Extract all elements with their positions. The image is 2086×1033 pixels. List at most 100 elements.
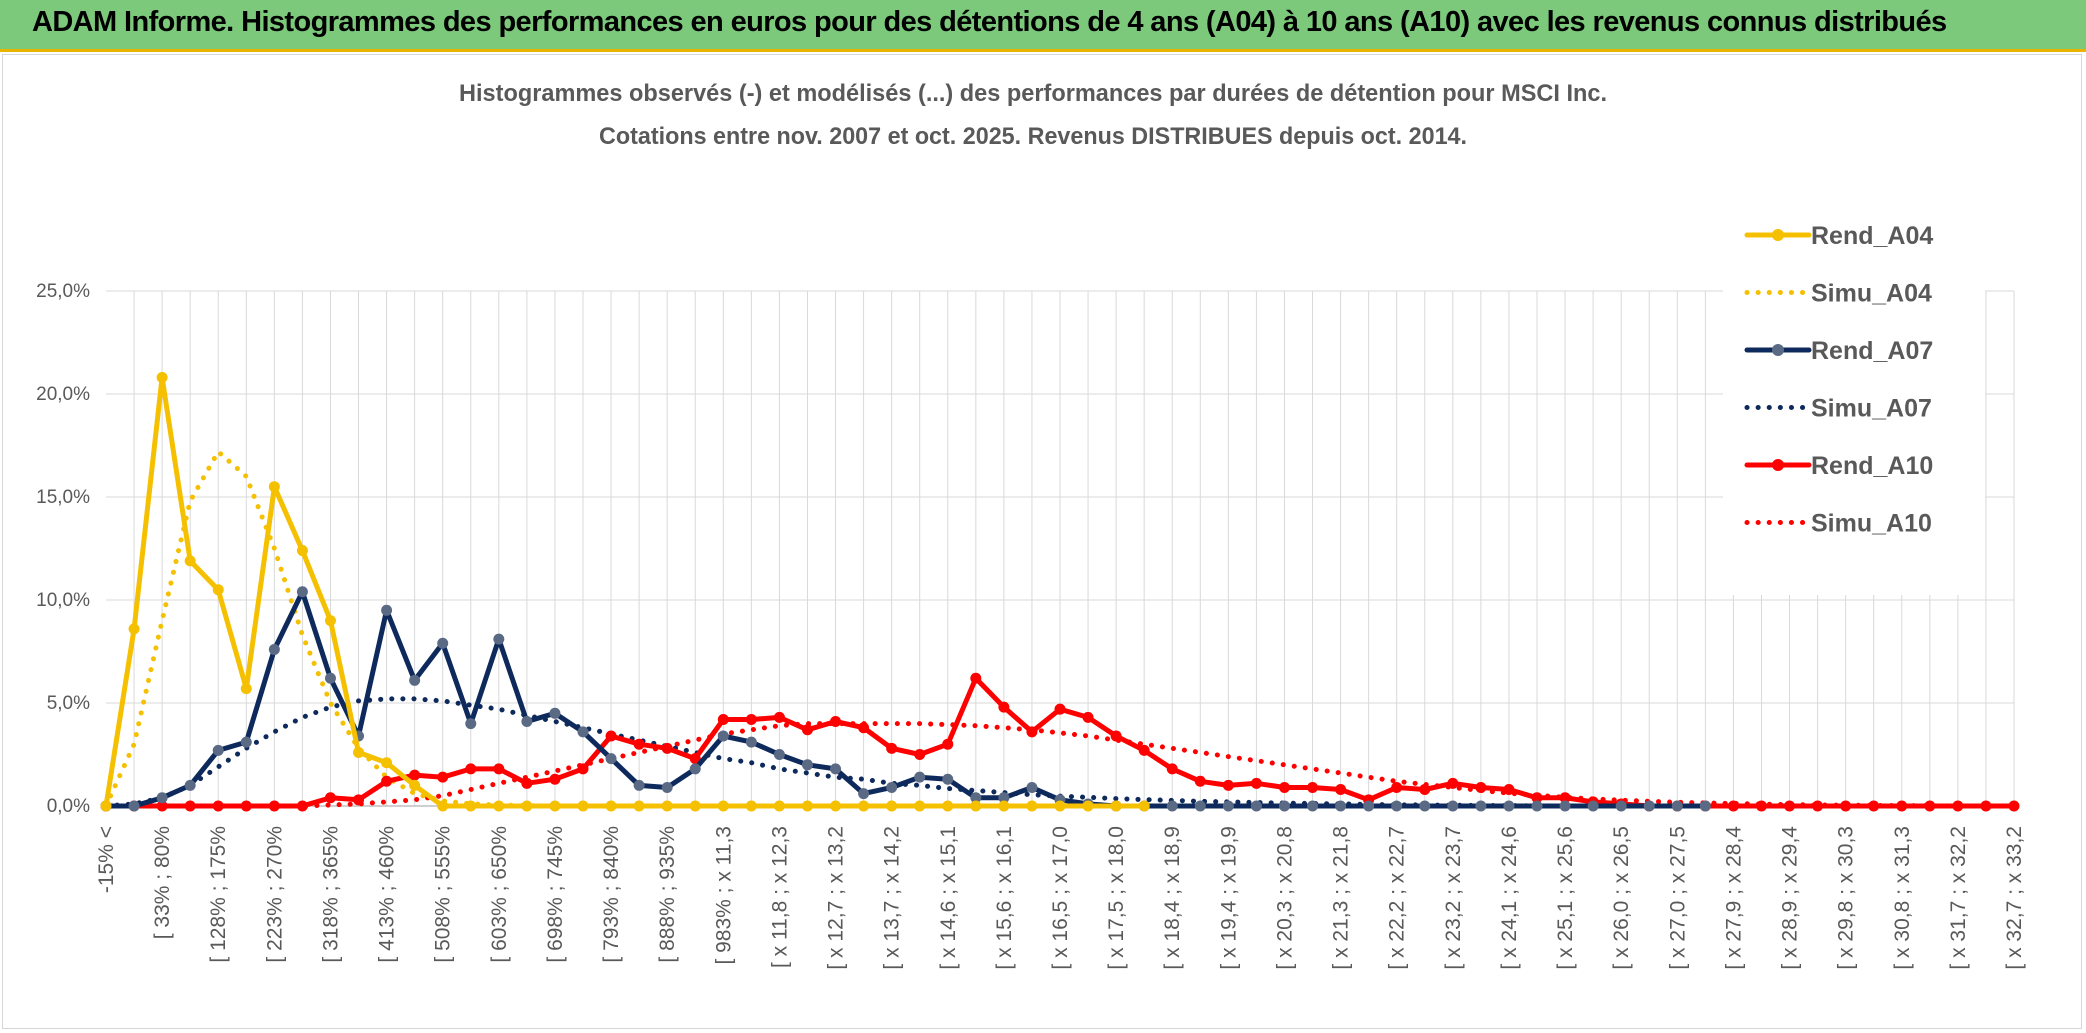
data-point	[1447, 777, 1459, 789]
legend-label: Rend_A10	[1811, 452, 1933, 480]
data-point	[240, 683, 252, 695]
chart-svg: Histogrammes observés (-) et modélisés (…	[36, 61, 2026, 970]
x-tick-label: [ x 26,0 ; x 26,5	[1610, 826, 1633, 970]
data-point	[661, 742, 673, 754]
data-point	[773, 800, 785, 812]
legend-label: Rend_A07	[1811, 337, 1933, 365]
data-point	[465, 763, 477, 775]
data-point	[1250, 800, 1262, 812]
data-point	[409, 769, 421, 781]
data-point	[549, 773, 561, 785]
data-point	[184, 779, 196, 791]
data-point	[745, 736, 757, 748]
data-point	[493, 763, 505, 775]
data-point	[1194, 800, 1206, 812]
data-point	[1138, 744, 1150, 756]
data-point	[1307, 781, 1319, 793]
data-point	[1026, 726, 1038, 738]
data-point	[1503, 784, 1515, 796]
data-point	[886, 742, 898, 754]
data-point	[717, 730, 729, 742]
data-point	[521, 800, 533, 812]
y-tick-label: 20,0%	[36, 384, 90, 405]
x-tick-label: [ x 20,3 ; x 20,8	[1273, 826, 1296, 970]
data-point	[914, 800, 926, 812]
legend-marker	[1772, 229, 1784, 241]
data-point	[1755, 800, 1767, 812]
data-point	[1194, 775, 1206, 787]
data-point	[437, 800, 449, 812]
data-point	[240, 800, 252, 812]
x-tick-label: [ x 28,9 ; x 29,4	[1779, 826, 1802, 970]
data-point	[324, 672, 336, 684]
x-tick-label: [ x 29,8 ; x 30,3	[1835, 826, 1858, 970]
data-point	[1278, 800, 1290, 812]
data-point	[1166, 800, 1178, 812]
data-point	[1363, 800, 1375, 812]
data-point	[1812, 800, 1824, 812]
data-point	[156, 800, 168, 812]
x-tick-label: [ x 21,3 ; x 21,8	[1330, 826, 1353, 970]
legend-marker	[1772, 459, 1784, 471]
data-point	[998, 792, 1010, 804]
x-tick-label: [ x 31,7 ; x 32,2	[1947, 826, 1970, 970]
data-point	[1026, 800, 1038, 812]
data-point	[773, 749, 785, 760]
data-point	[1082, 711, 1094, 723]
data-point	[324, 615, 336, 627]
data-point	[1615, 800, 1627, 812]
x-tick-label: -15% <	[95, 826, 118, 893]
chart-title: Histogrammes observés (-) et modélisés (…	[459, 80, 1607, 107]
x-tick-label: [ x 16,5 ; x 17,0	[1049, 826, 1072, 970]
data-point	[998, 701, 1010, 713]
data-point	[1307, 800, 1319, 812]
x-tick-label: [ x 24,1 ; x 24,6	[1498, 826, 1521, 970]
data-point	[1054, 703, 1066, 715]
data-point	[1391, 800, 1403, 812]
data-point	[633, 800, 645, 812]
x-tick-label: [ x 30,8 ; x 31,3	[1891, 826, 1914, 970]
x-tick-label: [ 223% ; 270%	[263, 826, 286, 963]
x-tick-label: [ x 27,9 ; x 28,4	[1722, 826, 1745, 970]
data-point	[1924, 800, 1936, 812]
data-point	[1531, 792, 1543, 804]
data-point	[998, 800, 1010, 812]
data-point	[1110, 730, 1122, 742]
data-point	[745, 713, 757, 725]
data-point	[1784, 800, 1796, 812]
x-tick-label: [ 603% ; 650%	[488, 826, 511, 963]
x-tick-label: [ x 22,2 ; x 22,7	[1386, 826, 1409, 970]
data-point	[381, 757, 393, 769]
x-tick-label: [ 793% ; 840%	[600, 826, 623, 963]
data-point	[689, 800, 701, 812]
data-point	[605, 753, 617, 765]
data-point	[156, 372, 168, 384]
data-point	[830, 716, 842, 728]
data-point	[493, 800, 505, 812]
data-point	[1391, 781, 1403, 793]
data-point	[156, 792, 168, 804]
series-line-simu-a04	[103, 449, 1147, 809]
data-point	[240, 736, 252, 748]
x-tick-label: [ 983% ; x 11,3	[712, 826, 735, 965]
legend-label: Simu_A04	[1811, 280, 1932, 308]
data-point	[296, 545, 308, 557]
data-point	[1980, 800, 1992, 812]
data-point	[1419, 784, 1431, 796]
x-tick-label: [ 698% ; 745%	[544, 826, 567, 963]
data-point	[633, 779, 645, 791]
data-point	[970, 792, 982, 804]
axis-layer: 0,0% 5,0% 10,0% 15,0% 20,0% 25,0% -15% < [ 33% …	[36, 281, 2026, 970]
data-point	[521, 777, 533, 789]
chart-subtitle: Cotations entre nov. 2007 et oct. 2025. …	[599, 123, 1467, 150]
x-tick-label: [ 413% ; 460%	[376, 826, 399, 963]
data-point	[409, 674, 421, 686]
data-point	[1419, 800, 1431, 812]
data-point	[577, 800, 589, 812]
data-point	[1559, 792, 1571, 804]
data-point	[1559, 800, 1571, 812]
data-point	[858, 722, 870, 734]
y-tick-label: 25,0%	[36, 281, 90, 302]
data-point	[577, 763, 589, 775]
x-tick-label: [ x 32,7 ; x 33,2	[2003, 826, 2026, 970]
